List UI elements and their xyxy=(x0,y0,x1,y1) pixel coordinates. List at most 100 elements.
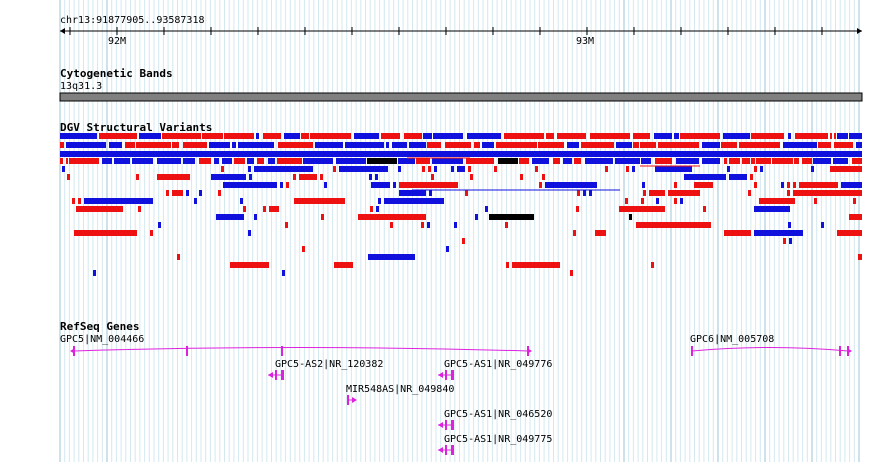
sv-feature xyxy=(748,190,751,196)
sv-feature xyxy=(834,142,853,148)
sv-feature xyxy=(474,142,480,148)
gene-strand-arrow xyxy=(527,348,532,354)
gene-strand-arrow xyxy=(438,447,443,453)
sv-feature xyxy=(194,198,197,204)
sv-feature xyxy=(542,174,545,180)
sv-feature xyxy=(658,142,699,148)
sv-feature xyxy=(257,158,264,164)
sv-feature xyxy=(577,190,580,196)
gene-strand-arrow xyxy=(268,372,273,378)
sv-feature xyxy=(183,158,195,164)
sv-feature xyxy=(834,133,836,139)
location-label: chr13:91877905..93587318 xyxy=(60,15,205,26)
gene-label-gpc5-as1-046520[interactable]: GPC5-AS1|NR_046520 xyxy=(444,409,553,420)
sv-feature xyxy=(324,182,327,188)
sv-feature xyxy=(462,238,465,244)
sv-feature xyxy=(72,198,75,204)
sv-feature xyxy=(303,158,333,164)
sv-feature xyxy=(409,142,426,148)
sv-feature xyxy=(852,158,862,164)
sv-feature xyxy=(539,182,542,188)
track-title-refseq[interactable]: RefSeq Genes xyxy=(60,320,140,333)
sv-feature xyxy=(386,142,389,148)
sv-feature xyxy=(263,206,266,212)
track-title-dgv[interactable]: DGV Structural Variants xyxy=(60,121,213,134)
sv-feature xyxy=(590,133,630,139)
sv-feature xyxy=(465,190,468,196)
sv-feature xyxy=(199,190,202,196)
sv-feature xyxy=(789,238,792,244)
gene-label-gpc5[interactable]: GPC5|NM_004466 xyxy=(60,334,145,345)
sv-feature xyxy=(721,142,737,148)
sv-feature xyxy=(684,174,726,180)
sv-feature xyxy=(668,190,700,196)
gene-label-gpc5-as2[interactable]: GPC5-AS2|NR_120382 xyxy=(275,359,384,370)
sv-feature xyxy=(202,133,223,139)
sv-feature xyxy=(157,158,181,164)
sv-feature xyxy=(788,222,791,228)
sv-feature xyxy=(392,142,407,148)
sv-feature xyxy=(427,142,441,148)
sv-feature xyxy=(299,174,317,180)
track-title-cytogenetic-bands[interactable]: Cytogenetic Bands xyxy=(60,67,173,80)
sv-feature xyxy=(76,206,123,212)
sv-feature xyxy=(751,133,784,139)
sv-feature xyxy=(66,158,68,164)
sv-feature xyxy=(345,142,384,148)
tick-label-93m: 93M xyxy=(576,36,595,47)
sv-feature xyxy=(172,190,183,196)
sv-feature xyxy=(538,142,564,148)
sv-feature xyxy=(641,158,651,164)
sv-feature xyxy=(632,166,635,172)
gene-exon xyxy=(281,370,284,380)
cytoband-label: 13q31.3 xyxy=(60,81,103,92)
sv-feature xyxy=(199,158,211,164)
gene-exon xyxy=(445,420,447,430)
sv-feature xyxy=(751,158,755,164)
sv-feature xyxy=(724,230,751,236)
sv-feature xyxy=(422,166,425,172)
sv-feature xyxy=(67,174,70,180)
sv-feature xyxy=(676,158,699,164)
sv-feature xyxy=(853,198,856,204)
sv-feature xyxy=(269,206,279,212)
sv-feature xyxy=(232,142,236,148)
sv-feature xyxy=(162,133,201,139)
sv-feature xyxy=(557,133,586,139)
sv-feature xyxy=(830,166,862,172)
sv-feature xyxy=(172,142,179,148)
sv-feature xyxy=(248,166,251,172)
sv-feature xyxy=(109,142,122,148)
gene-exon xyxy=(839,346,841,356)
gene-exon xyxy=(445,445,447,455)
sv-feature xyxy=(302,246,305,252)
gene-label-gpc5-as1-049776[interactable]: GPC5-AS1|NR_049776 xyxy=(444,359,553,370)
sv-feature xyxy=(505,222,508,228)
sv-feature xyxy=(158,222,161,228)
gene-label-gpc5-as1-049775[interactable]: GPC5-AS1|NR_049775 xyxy=(444,434,553,445)
gene-label-mir548as[interactable]: MIR548AS|NR_049840 xyxy=(346,384,455,395)
sv-feature xyxy=(390,222,393,228)
sv-feature xyxy=(468,166,471,172)
sv-feature xyxy=(399,182,458,188)
sv-feature xyxy=(427,222,430,228)
sv-feature xyxy=(841,182,862,188)
gene-intron-gpc5 xyxy=(73,347,529,352)
sv-feature xyxy=(286,182,289,188)
sv-feature xyxy=(214,158,219,164)
sv-feature xyxy=(583,190,586,196)
gene-exon xyxy=(451,420,454,430)
sv-feature xyxy=(310,133,351,139)
sv-feature xyxy=(615,158,640,164)
sv-feature xyxy=(759,198,795,204)
sv-feature xyxy=(74,230,137,236)
gene-label-gpc6[interactable]: GPC6|NM_005708 xyxy=(690,334,775,345)
sv-feature xyxy=(375,174,378,180)
sv-feature xyxy=(234,158,245,164)
gene-exon xyxy=(186,346,188,356)
sv-feature xyxy=(371,182,390,188)
sv-feature xyxy=(230,262,269,268)
sv-feature xyxy=(224,133,254,139)
sv-feature xyxy=(125,142,135,148)
